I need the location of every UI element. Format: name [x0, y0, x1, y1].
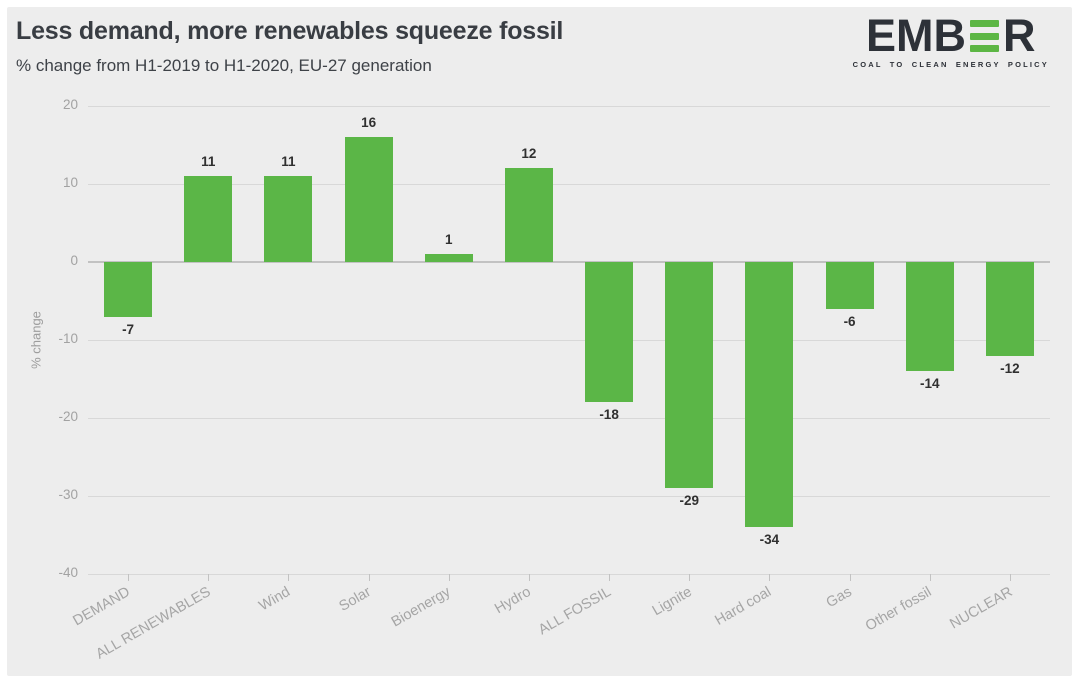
chart-subtitle: % change from H1-2019 to H1-2020, EU-27 …: [16, 56, 432, 75]
bar-value-label: -18: [599, 407, 619, 423]
gridline: [88, 184, 1050, 185]
zero-gridline: [88, 261, 1050, 263]
x-axis-label: Other fossil: [863, 584, 935, 635]
x-axis-label: Lignite: [649, 584, 695, 620]
ember-logo-text-r: R: [1003, 10, 1036, 61]
y-axis-tick-label: 20: [62, 97, 78, 112]
bar-all-renewables: [184, 176, 233, 262]
y-axis-tick-label: -40: [58, 565, 78, 580]
x-axis-tick: [128, 574, 130, 581]
x-axis-tick: [208, 574, 210, 581]
x-axis-tick: [448, 574, 450, 581]
y-axis-tick-label: -10: [58, 331, 78, 346]
bar-hard-coal: [745, 262, 794, 528]
gridline: [88, 340, 1050, 341]
gridline: [88, 418, 1050, 419]
x-axis-label: Hard coal: [712, 584, 775, 629]
x-axis-label: Wind: [256, 584, 294, 615]
bar-value-label: -29: [679, 493, 699, 509]
gridline: [88, 106, 1050, 107]
bar-other-fossil: [905, 262, 954, 372]
ember-logo: EMB R COAL TO CLEAN ENERGY POLICY: [852, 10, 1049, 69]
x-axis-label: Gas: [823, 584, 855, 612]
bar-nuclear: [985, 262, 1034, 356]
x-axis-label: DEMAND: [70, 584, 134, 630]
bar-value-label: -12: [1000, 360, 1020, 376]
x-axis-tick: [769, 574, 771, 581]
y-axis-tick-label: 10: [62, 175, 78, 190]
y-axis-tick-label: -30: [58, 487, 78, 502]
gridline: [88, 496, 1050, 497]
x-axis-tick: [609, 574, 611, 581]
x-axis-tick: [849, 574, 851, 581]
chart-title: Less demand, more renewables squeeze fos…: [16, 17, 564, 45]
y-axis-tick-label: -20: [58, 409, 78, 424]
bar-value-label: -7: [122, 321, 135, 337]
bar-value-label: -34: [759, 532, 780, 548]
x-axis-tick: [689, 574, 691, 581]
green-bar-icon: [970, 20, 1000, 27]
bar-all-fossil: [585, 262, 634, 403]
bar-demand: [104, 262, 153, 317]
y-axis-title: % change: [28, 311, 44, 369]
x-axis-tick: [1009, 574, 1011, 581]
bar-value-label: -6: [843, 313, 856, 329]
bar-bioenergy: [424, 254, 473, 262]
bar-lignite: [665, 262, 714, 489]
ember-logo-wordmark: EMB R: [866, 10, 1036, 61]
x-axis-tick: [288, 574, 290, 581]
x-axis-label: Solar: [336, 584, 374, 615]
x-axis-label: ALL FOSSIL: [536, 584, 615, 639]
x-axis-tick: [368, 574, 370, 581]
x-axis-label: Hydro: [492, 584, 534, 618]
bar-wind: [264, 176, 313, 262]
bar-solar: [344, 137, 393, 262]
bar-value-label: 12: [521, 146, 537, 162]
x-axis-label: NUCLEAR: [946, 584, 1015, 633]
x-axis-label: Bioenergy: [389, 584, 454, 631]
bar-gas: [825, 262, 874, 309]
ember-logo-green-bars-icon: [970, 20, 1000, 52]
bar-hydro: [504, 168, 553, 262]
bar-value-label: 11: [201, 154, 216, 170]
ember-logo-text-emb: EMB: [866, 10, 967, 61]
x-axis-tick: [528, 574, 530, 581]
bar-value-label: 16: [361, 115, 377, 131]
bar-value-label: -14: [919, 376, 940, 392]
green-bar-icon: [970, 32, 1000, 40]
bar-value-label: 11: [281, 154, 296, 170]
chart-background-panel: [7, 7, 1072, 676]
gridline: [88, 574, 1050, 575]
y-axis-tick-label: 0: [70, 253, 78, 268]
green-bar-icon: [970, 45, 1000, 52]
ember-logo-tagline: COAL TO CLEAN ENERGY POLICY: [852, 60, 1049, 69]
bar-value-label: 1: [444, 232, 453, 248]
x-axis-tick: [929, 574, 931, 581]
